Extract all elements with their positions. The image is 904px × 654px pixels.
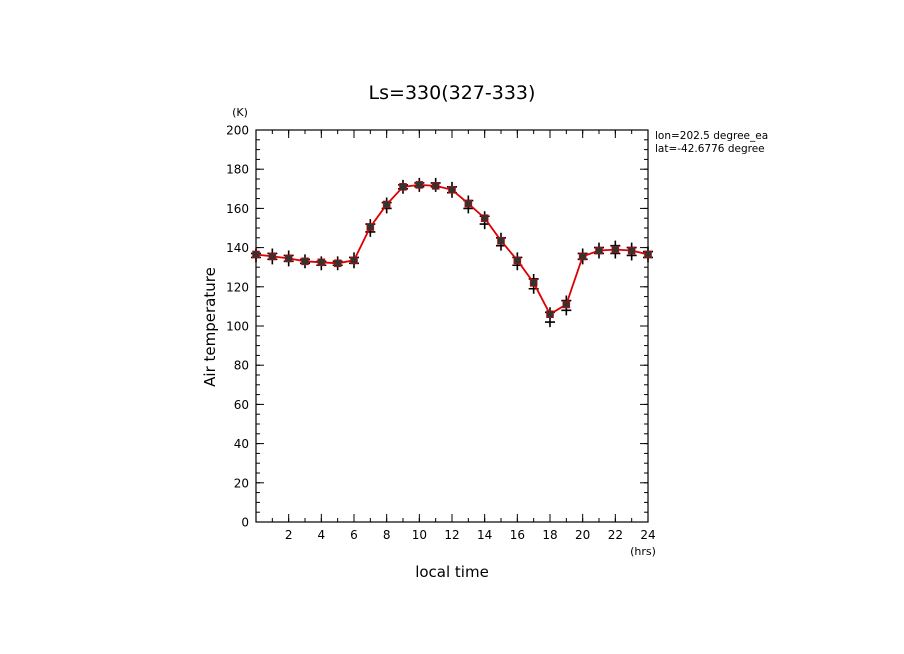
y-tick-label: 100 <box>226 320 249 334</box>
y-tick-label: 0 <box>241 516 249 530</box>
mean-square-marker <box>268 252 277 261</box>
mean-square-marker <box>529 279 538 287</box>
mean-square-marker <box>644 250 652 259</box>
x-tick-label: 20 <box>575 528 590 542</box>
mean-series-line <box>255 183 649 316</box>
mean-square-marker <box>578 252 587 261</box>
x-tick-label: 18 <box>542 528 557 542</box>
annotation-lat: lat=-42.6776 degree <box>655 143 765 155</box>
x-tick-label: 12 <box>444 528 459 542</box>
mean-square-marker <box>611 245 620 254</box>
plot-area: 2 4 6 8 10 12 14 16 18 20 22 2402040608010012014016… <box>226 124 656 543</box>
mean-square-marker <box>497 236 505 245</box>
y-tick-label: 140 <box>226 241 249 255</box>
mean-square-marker <box>252 250 260 259</box>
annotation-lon: lon=202.5 degree_ea <box>655 130 768 142</box>
x-tick-label: 16 <box>510 528 525 542</box>
x-tick-label: 2 <box>285 528 293 542</box>
mean-square-marker <box>366 223 375 231</box>
y-tick-label: 60 <box>234 398 249 412</box>
mean-square-marker <box>333 259 342 268</box>
y-tick-label: 120 <box>226 280 249 294</box>
mean-square-marker <box>595 246 603 255</box>
mean-square-marker <box>513 256 522 265</box>
mean-square-marker <box>350 256 358 265</box>
annotation-clip <box>780 125 904 165</box>
x-tick-label: 22 <box>608 528 623 542</box>
x-tick-label: 8 <box>383 528 391 542</box>
mean-square-marker <box>448 185 456 194</box>
y-tick-label: 40 <box>234 437 249 451</box>
mean-square-marker <box>415 181 424 189</box>
y-tick-label: 20 <box>234 476 249 490</box>
mean-square-marker <box>382 200 391 209</box>
mean-square-marker <box>627 246 636 255</box>
y-tick-label: 180 <box>226 163 249 177</box>
mean-square-marker <box>317 258 326 267</box>
mean-square-marker <box>284 254 293 263</box>
sample-plus-marker <box>545 317 555 328</box>
mean-square-marker <box>431 182 440 190</box>
y-unit-label: (K) <box>232 106 248 119</box>
mean-square-marker <box>562 300 571 309</box>
mean-square-marker <box>546 310 554 319</box>
x-tick-label: 10 <box>412 528 427 542</box>
x-tick-label: 4 <box>318 528 326 542</box>
mean-square-marker <box>464 199 473 208</box>
mean-square-marker <box>301 257 309 266</box>
x-axis-title: local time <box>415 563 489 581</box>
x-tick-label: 14 <box>477 528 492 542</box>
x-tick-label: 6 <box>350 528 358 542</box>
y-tick-label: 80 <box>234 359 249 373</box>
mean-square-marker <box>399 183 407 191</box>
y-axis-title: Air temperature <box>201 267 219 387</box>
y-tick-label: 200 <box>226 124 249 138</box>
x-tick-label: 24 <box>640 528 655 542</box>
chart-title: Ls=330(327-333) <box>369 82 536 104</box>
y-tick-label: 160 <box>226 202 249 216</box>
mean-square-marker <box>480 214 489 222</box>
x-unit-label: (hrs) <box>630 545 656 558</box>
